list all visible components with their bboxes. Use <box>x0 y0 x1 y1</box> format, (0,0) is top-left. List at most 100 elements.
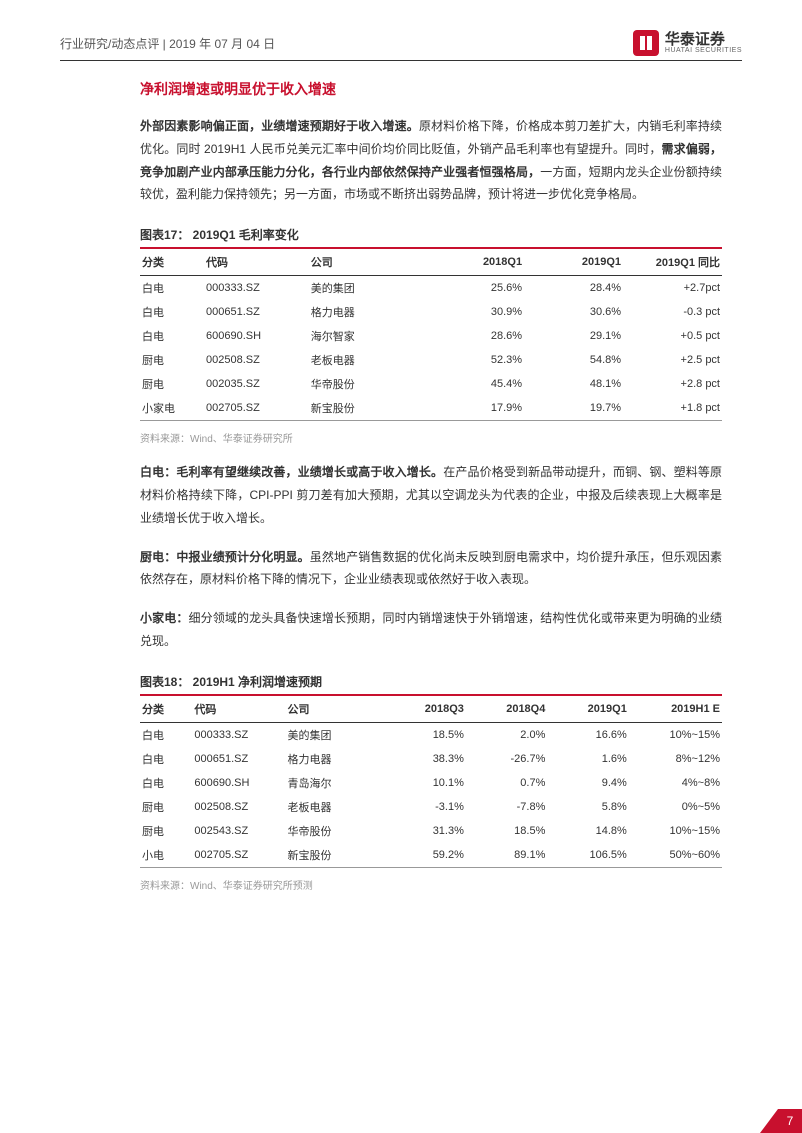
table-cell: 000651.SZ <box>192 747 285 771</box>
table-cell: 52.3% <box>425 348 524 372</box>
t17-h4: 2019Q1 <box>524 249 623 276</box>
table-cell: 000651.SZ <box>204 300 309 324</box>
table-cell: 华帝股份 <box>285 819 384 843</box>
t17-h0: 分类 <box>140 249 204 276</box>
table-18-source: 资料来源：Wind、华泰证券研究所预测 <box>140 874 722 908</box>
table-18-grid: 分类 代码 公司 2018Q3 2018Q4 2019Q1 2019H1 E 白… <box>140 696 722 868</box>
para4-lead: 小家电： <box>140 611 189 625</box>
para3-lead: 厨电：中报业绩预计分化明显。 <box>140 550 310 564</box>
table-cell: 28.4% <box>524 276 623 301</box>
table-row: 厨电002508.SZ老板电器52.3%54.8%+2.5 pct <box>140 348 722 372</box>
table-row: 白电600690.SH青岛海尔10.1%0.7%9.4%4%~8% <box>140 771 722 795</box>
para1-lead: 外部因素影响偏正面，业绩增速预期好于收入增速。 <box>140 119 419 133</box>
table-row: 小电002705.SZ新宝股份59.2%89.1%106.5%50%~60% <box>140 843 722 868</box>
table-cell: 48.1% <box>524 372 623 396</box>
page-header: 行业研究/动态点评 | 2019 年 07 月 04 日 华泰证券 HUATAI… <box>60 30 742 61</box>
table-cell: 10%~15% <box>629 819 722 843</box>
table-cell: 小家电 <box>140 396 204 421</box>
table-cell: 30.6% <box>524 300 623 324</box>
table-cell: 华帝股份 <box>309 372 425 396</box>
table-cell: +2.8 pct <box>623 372 722 396</box>
table-cell: 25.6% <box>425 276 524 301</box>
table-row: 厨电002543.SZ华帝股份31.3%18.5%14.8%10%~15% <box>140 819 722 843</box>
table-cell: 18.5% <box>466 819 547 843</box>
table-cell: -7.8% <box>466 795 547 819</box>
table-cell: 50%~60% <box>629 843 722 868</box>
table-cell: 45.4% <box>425 372 524 396</box>
table-cell: 19.7% <box>524 396 623 421</box>
t17-h5: 2019Q1 同比 <box>623 249 722 276</box>
table-cell: +0.5 pct <box>623 324 722 348</box>
table-cell: 002035.SZ <box>204 372 309 396</box>
table-17: 图表17： 2019Q1 毛利率变化 分类 代码 公司 2018Q1 2019Q… <box>140 222 722 421</box>
table-cell: 17.9% <box>425 396 524 421</box>
para2-lead: 白电：毛利率有望继续改善，业绩增长或高于收入增长。 <box>140 465 443 479</box>
table-cell: 白电 <box>140 300 204 324</box>
paragraph-3: 厨电：中报业绩预计分化明显。虽然地产销售数据的优化尚未反映到厨电需求中，均价提升… <box>140 546 722 592</box>
table-cell: 厨电 <box>140 795 192 819</box>
table-cell: 31.3% <box>384 819 465 843</box>
paragraph-1: 外部因素影响偏正面，业绩增速预期好于收入增速。原材料价格下降，价格成本剪刀差扩大… <box>140 115 722 206</box>
t17-h3: 2018Q1 <box>425 249 524 276</box>
table-cell: 4%~8% <box>629 771 722 795</box>
table-cell: 厨电 <box>140 819 192 843</box>
table-cell: -0.3 pct <box>623 300 722 324</box>
table-cell: +2.7pct <box>623 276 722 301</box>
table-17-source: 资料来源：Wind、华泰证券研究所 <box>140 427 722 461</box>
table-17-grid: 分类 代码 公司 2018Q1 2019Q1 2019Q1 同比 白电00033… <box>140 249 722 421</box>
page-footer: 7 <box>742 1109 802 1133</box>
table-cell: 2.0% <box>466 722 547 747</box>
page-number: 7 <box>778 1109 802 1133</box>
table-cell: 格力电器 <box>285 747 384 771</box>
table-row: 厨电002035.SZ华帝股份45.4%48.1%+2.8 pct <box>140 372 722 396</box>
table-cell: 106.5% <box>547 843 628 868</box>
table-row: 白电000651.SZ格力电器30.9%30.6%-0.3 pct <box>140 300 722 324</box>
table-18: 图表18： 2019H1 净利润增速预期 分类 代码 公司 2018Q3 201… <box>140 669 722 868</box>
table-cell: 0%~5% <box>629 795 722 819</box>
table-cell: 18.5% <box>384 722 465 747</box>
table-cell: 002508.SZ <box>192 795 285 819</box>
t17-h2: 公司 <box>309 249 425 276</box>
table-cell: 10%~15% <box>629 722 722 747</box>
brand-logo: 华泰证券 HUATAI SECURITIES <box>633 30 742 56</box>
t18-h0: 分类 <box>140 696 192 723</box>
table-cell: 白电 <box>140 722 192 747</box>
table-cell: 厨电 <box>140 372 204 396</box>
table-cell: 1.6% <box>547 747 628 771</box>
table-cell: 老板电器 <box>309 348 425 372</box>
table-cell: -3.1% <box>384 795 465 819</box>
table-cell: 10.1% <box>384 771 465 795</box>
table-cell: 白电 <box>140 747 192 771</box>
table-cell: 厨电 <box>140 348 204 372</box>
logo-icon <box>633 30 659 56</box>
table-cell: 54.8% <box>524 348 623 372</box>
table-cell: 小电 <box>140 843 192 868</box>
breadcrumb: 行业研究/动态点评 | 2019 年 07 月 04 日 <box>60 35 275 52</box>
table-cell: 38.3% <box>384 747 465 771</box>
table-cell: 0.7% <box>466 771 547 795</box>
table-cell: 白电 <box>140 276 204 301</box>
table-cell: 30.9% <box>425 300 524 324</box>
table-cell: 海尔智家 <box>309 324 425 348</box>
table-row: 厨电002508.SZ老板电器-3.1%-7.8%5.8%0%~5% <box>140 795 722 819</box>
table-17-title: 图表17： 2019Q1 毛利率变化 <box>140 222 722 249</box>
table-cell: 8%~12% <box>629 747 722 771</box>
table-cell: 000333.SZ <box>204 276 309 301</box>
table-cell: -26.7% <box>466 747 547 771</box>
brand-name-en: HUATAI SECURITIES <box>665 47 742 54</box>
table-cell: 89.1% <box>466 843 547 868</box>
table-cell: 29.1% <box>524 324 623 348</box>
table-row: 小家电002705.SZ新宝股份17.9%19.7%+1.8 pct <box>140 396 722 421</box>
table-cell: 600690.SH <box>204 324 309 348</box>
table-cell: 青岛海尔 <box>285 771 384 795</box>
table-cell: 000333.SZ <box>192 722 285 747</box>
table-cell: 老板电器 <box>285 795 384 819</box>
t18-h1: 代码 <box>192 696 285 723</box>
table-cell: 新宝股份 <box>285 843 384 868</box>
table-row: 白电600690.SH海尔智家28.6%29.1%+0.5 pct <box>140 324 722 348</box>
table-row: 白电000651.SZ格力电器38.3%-26.7%1.6%8%~12% <box>140 747 722 771</box>
paragraph-4: 小家电：细分领域的龙头具备快速增长预期，同时内销增速快于外销增速，结构性优化或带… <box>140 607 722 653</box>
table-cell: 002705.SZ <box>192 843 285 868</box>
table-cell: 白电 <box>140 771 192 795</box>
table-cell: 28.6% <box>425 324 524 348</box>
